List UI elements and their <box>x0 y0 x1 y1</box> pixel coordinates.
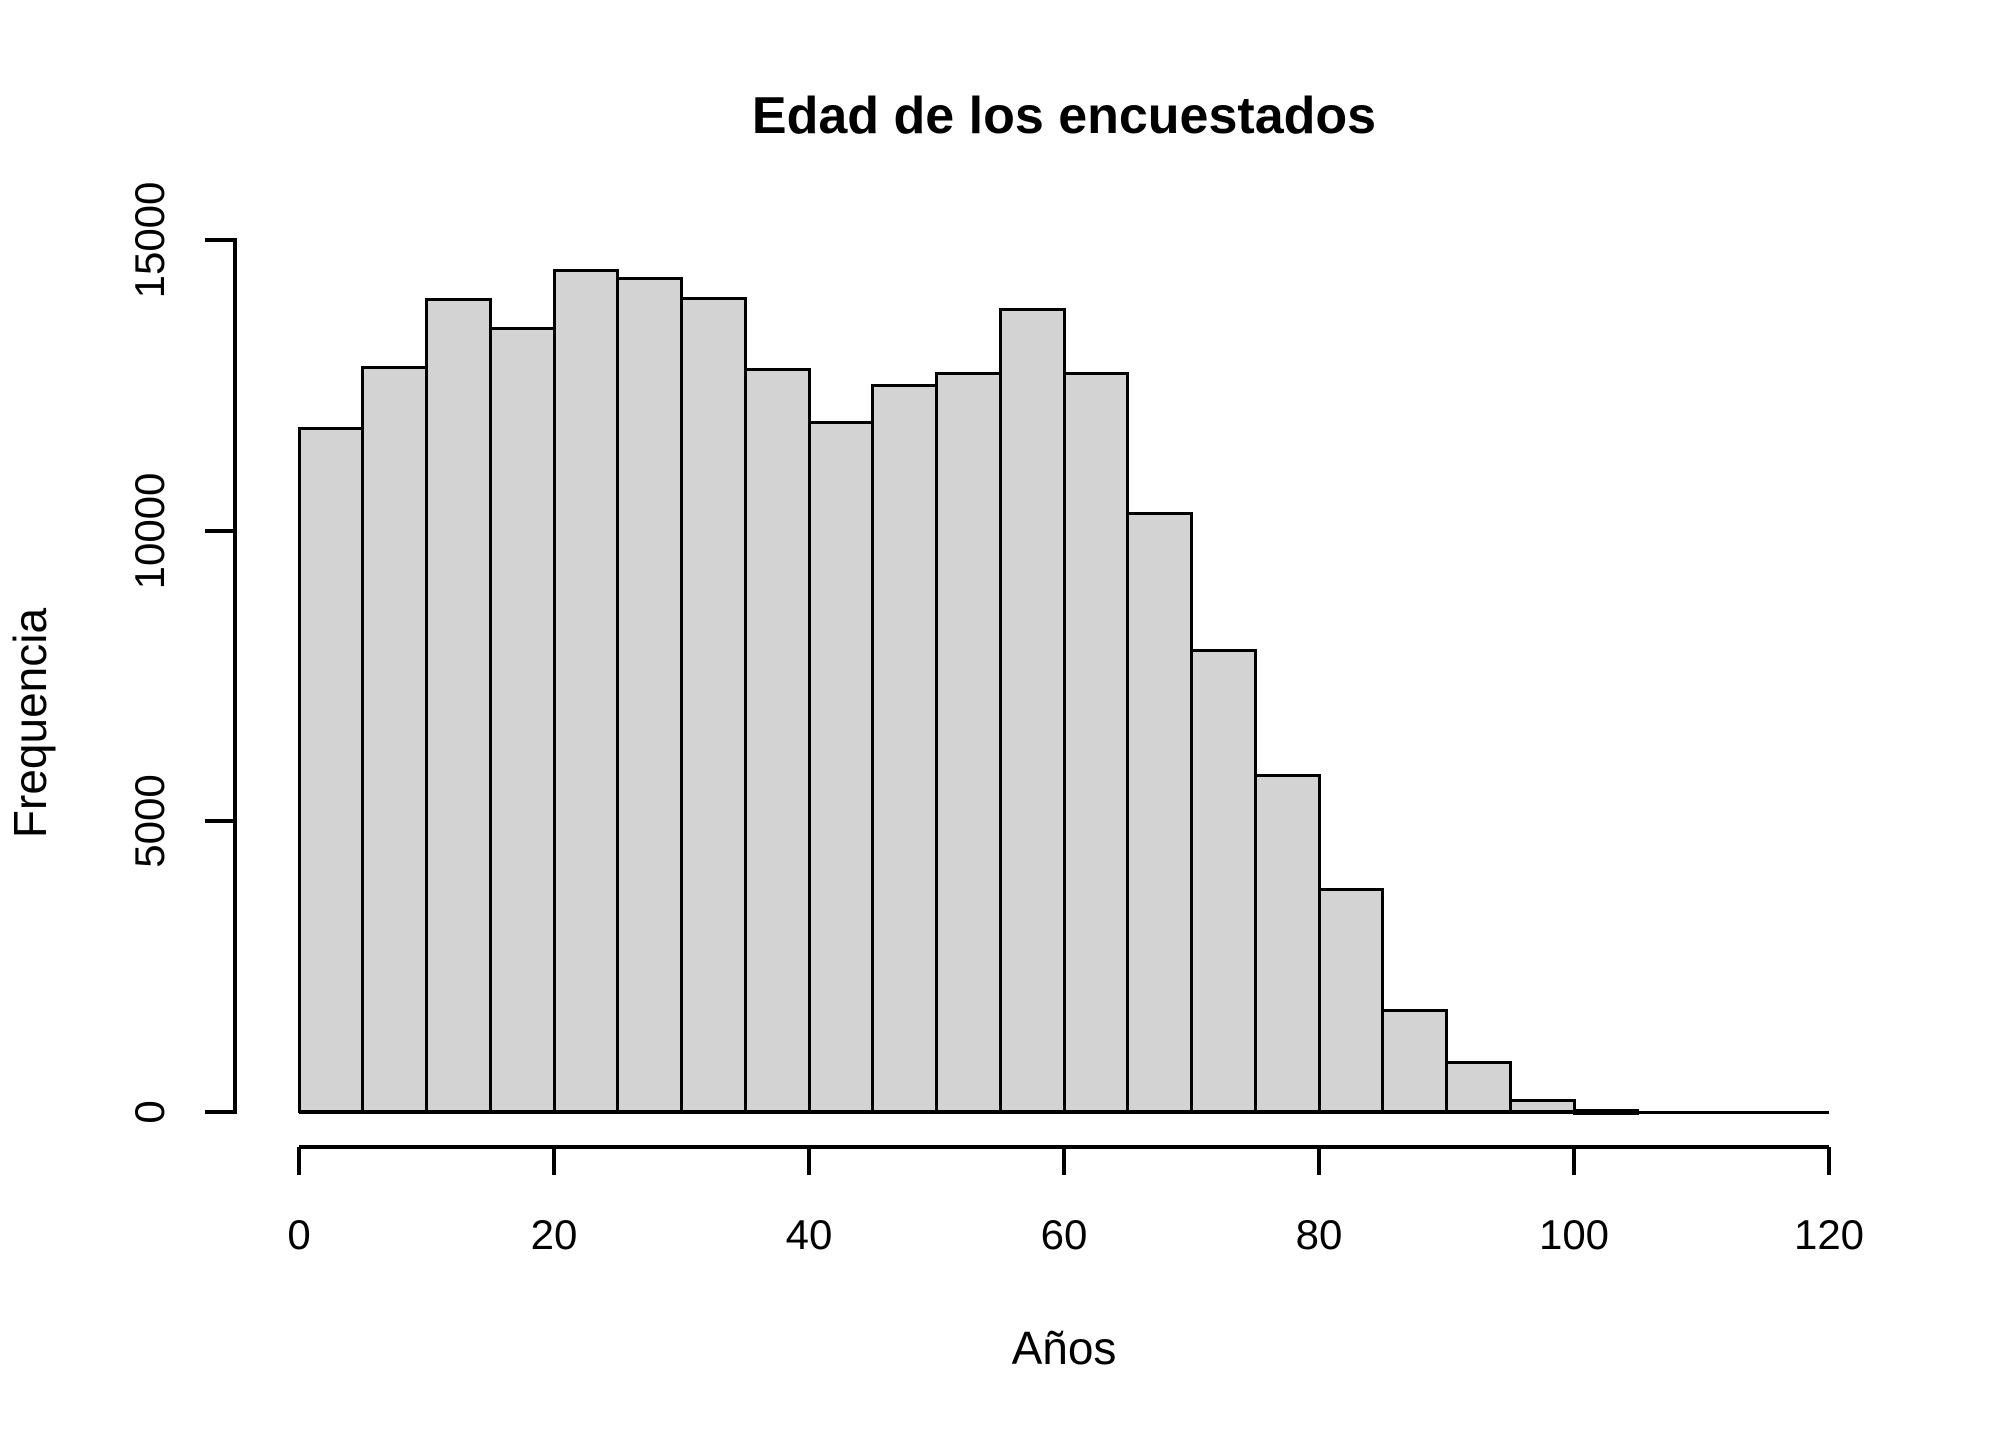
y-tick-label: 0 <box>126 1100 173 1124</box>
histogram-bar <box>1381 1008 1448 1114</box>
histogram-bar <box>1126 512 1193 1114</box>
histogram-bar <box>1572 1108 1640 1115</box>
y-tick <box>205 1110 235 1114</box>
histogram-bar <box>680 297 747 1114</box>
histogram-bar <box>935 372 1002 1114</box>
histogram-bar <box>998 307 1066 1114</box>
histogram-bar <box>1508 1098 1576 1114</box>
y-tick <box>205 819 235 824</box>
histogram-bar <box>1317 887 1385 1114</box>
x-tick <box>552 1147 556 1175</box>
histogram-bar <box>871 383 938 1114</box>
x-axis-label: Años <box>1011 1322 1117 1374</box>
x-tick-label: 60 <box>1040 1211 1088 1258</box>
x-tick <box>1827 1147 1831 1175</box>
histogram-bar <box>1445 1060 1512 1114</box>
x-tick-label: 120 <box>1793 1211 1865 1258</box>
x-tick-label: 0 <box>287 1211 311 1258</box>
x-tick-label: 20 <box>530 1211 578 1258</box>
histogram-bar <box>616 276 683 1114</box>
histogram-bar <box>743 367 811 1114</box>
histogram-bar <box>425 298 492 1114</box>
histogram-bar <box>1062 372 1130 1114</box>
x-tick <box>1317 1147 1321 1175</box>
histogram-bar <box>488 327 556 1114</box>
histogram-bar <box>1253 773 1321 1114</box>
x-tick-label: 80 <box>1295 1211 1343 1258</box>
histogram-bar <box>807 421 875 1114</box>
chart-title: Edad de los encuestados <box>751 87 1377 145</box>
histogram-bar <box>297 427 365 1114</box>
y-axis-label: Frequencia <box>4 607 56 839</box>
x-tick-label: 40 <box>785 1211 833 1258</box>
x-tick-label: 100 <box>1538 1211 1610 1258</box>
y-tick-label: 10000 <box>126 472 173 590</box>
y-tick-label: 15000 <box>126 181 173 299</box>
y-tick <box>205 528 235 533</box>
y-tick-label: 5000 <box>126 774 173 869</box>
x-tick <box>1062 1147 1066 1175</box>
y-axis-line <box>233 238 237 1114</box>
x-tick <box>1572 1147 1576 1175</box>
y-tick <box>205 238 235 242</box>
histogram-bar <box>361 366 428 1114</box>
x-tick <box>297 1147 301 1175</box>
histogram-bar <box>552 268 620 1114</box>
x-tick <box>807 1147 811 1175</box>
histogram-bar <box>1190 648 1257 1114</box>
